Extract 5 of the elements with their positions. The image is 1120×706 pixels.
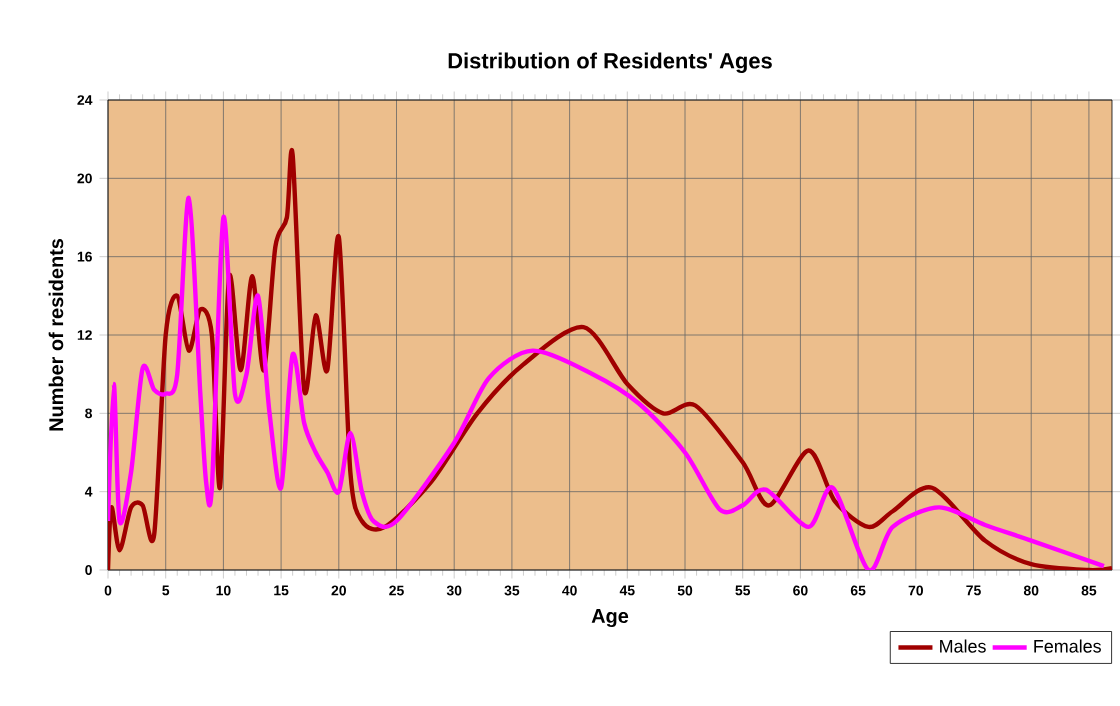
chart-title: Distribution of Residents' Ages [448,52,772,74]
y-axis-title: Number of residents [48,238,64,431]
legend-label: Females [1034,639,1101,653]
x-axis-title: Age [591,609,629,628]
legend-label: Males [940,639,986,653]
